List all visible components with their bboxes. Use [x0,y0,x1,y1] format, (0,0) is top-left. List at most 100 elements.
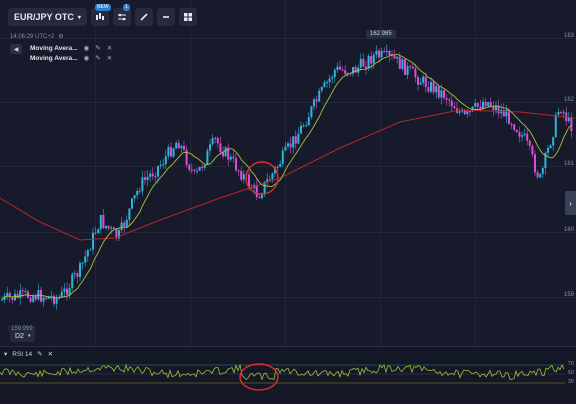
indicators-button[interactable]: 1 [112,4,131,26]
candle-body [141,177,144,192]
price-axis-label: 161 [563,161,574,167]
candle-body [359,58,362,68]
candle-body [534,154,536,173]
candle-body [289,143,292,148]
candle-body [76,273,79,277]
candle-body [175,142,178,149]
candle-body [294,136,297,144]
candle-body [307,117,310,126]
indicator-row: Moving Avera... ◉ ✎ ✕ [30,44,113,53]
candle-body [112,227,115,229]
pencil-icon[interactable]: ✎ [37,351,43,358]
candle-body [292,136,295,148]
timeframe-selector[interactable]: D2 ▾ [10,330,36,342]
candle-body [146,176,149,180]
candle-body [227,147,230,160]
candle-body [313,99,315,107]
asset-selector[interactable]: EUR/JPY OTC ▾ [8,8,87,26]
candle-body [157,166,159,177]
layout-button[interactable] [178,8,197,26]
candle-body [310,106,313,118]
ma-fast-line [1,53,572,300]
chart-area[interactable]: 163 162 161 160 159 162.985 159.999 › [0,0,576,346]
candle-body [60,291,63,298]
max-price-tag: 162.985 [366,30,396,38]
candle-body [167,147,170,157]
candle-body [539,173,542,178]
candle-body [326,82,328,84]
candle-body [344,69,347,74]
candle-body [276,166,279,168]
candle-body [196,170,198,172]
candle-body [440,90,443,98]
eye-icon[interactable]: ◉ [83,55,90,62]
candle-body [84,256,87,263]
candle-body [404,59,406,75]
indicator-name: Moving Avera... [30,44,78,52]
candle-body [305,125,308,127]
candle-body [105,225,107,229]
drawing-tools-button[interactable] [134,8,153,26]
collapse-arrow-icon[interactable]: ▾ [4,351,8,358]
candle-body [492,106,495,111]
candle-body [92,232,94,250]
indicators-icon [117,13,126,21]
candle-body [214,137,217,139]
candle-body [508,109,510,125]
candle-body [422,76,425,83]
candle-body [284,146,287,151]
candle-body [482,101,484,109]
candle-body [172,148,175,157]
candle-body [149,173,152,177]
candle-body [489,102,492,107]
scroll-right-button[interactable]: › [565,191,576,215]
rsi-label: RSI 14 [12,350,33,358]
collapse-indicators-button[interactable]: ◀ [10,44,22,54]
candle-body [73,273,76,275]
candle-body [411,66,414,69]
pencil-icon[interactable]: ✎ [95,55,101,62]
candle-body [443,90,445,99]
candle-body [419,82,422,85]
candle-body [97,229,100,234]
candle-body [188,164,191,170]
candle-body [133,195,136,199]
candle-body [362,58,365,67]
pencil-icon[interactable]: ✎ [95,45,101,52]
candle-body [206,150,209,165]
candle-body [63,288,66,292]
brush-icon [140,13,148,21]
eye-icon[interactable]: ◉ [83,45,90,52]
price-axis-label: 160 [563,227,574,233]
candle-body [523,133,526,136]
rsi-level-label: 70 [567,361,574,367]
candle-body [448,99,451,101]
rsi-level-label: 30 [567,379,574,385]
candle-body [128,208,131,220]
close-icon[interactable]: ✕ [106,55,113,62]
more-button[interactable] [156,8,175,26]
chart-type-button[interactable]: NEW [90,4,111,26]
price-axis-label: 162 [563,97,574,103]
candle-body [55,297,58,304]
candle-body [375,50,378,55]
candle-body [432,82,435,93]
candle-body [94,232,97,234]
candle-body [222,152,224,157]
chevron-right-icon: › [569,198,572,208]
settings-icon[interactable]: ⚙ [58,34,64,40]
price-chart [0,44,576,310]
candle-body [554,114,557,138]
candle-body [424,76,427,88]
close-icon[interactable]: ✕ [106,45,113,52]
candle-body [211,137,214,145]
candle-body [154,176,157,178]
candle-body [120,222,123,231]
candle-body [466,111,469,115]
candle-body [180,146,183,149]
close-icon[interactable]: ✕ [47,351,54,358]
candle-body [531,145,534,155]
candle-body [479,106,482,109]
candle-body [232,156,235,159]
candle-body [110,227,113,229]
